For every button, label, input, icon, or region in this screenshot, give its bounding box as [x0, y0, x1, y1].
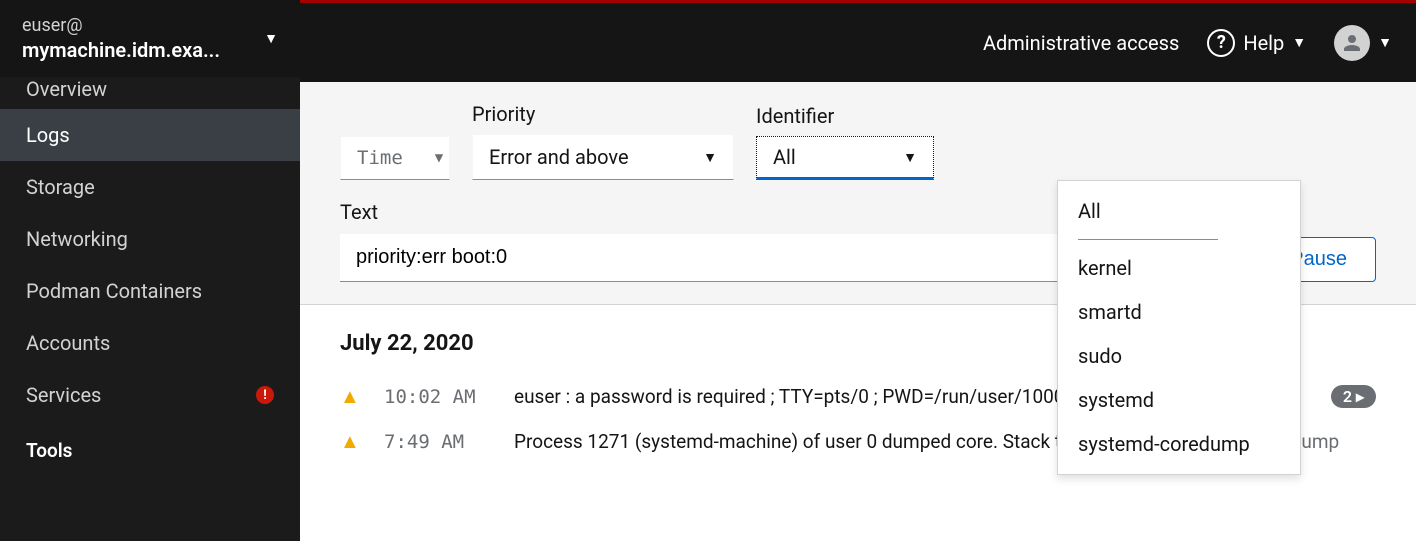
sidebar-item-overview[interactable]: Overview: [0, 77, 300, 109]
sidebar-item-label: Overview: [26, 77, 107, 101]
identifier-option-all[interactable]: All: [1058, 189, 1300, 233]
avatar-icon: [1334, 25, 1370, 61]
host-switcher[interactable]: euser@ mymachine.idm.exa... ▼: [0, 0, 300, 77]
host-text: euser@ mymachine.idm.exa...: [22, 14, 220, 63]
topbar: Administrative access ? Help ▼ ▼: [300, 0, 1416, 82]
alert-icon: !: [256, 386, 274, 404]
log-count-badge: 2 ▸: [1331, 385, 1376, 408]
chevron-down-icon: ▼: [703, 149, 717, 166]
sidebar-item-label: Networking: [26, 227, 128, 251]
nav: Overview Logs Storage Networking Podman …: [0, 77, 300, 541]
identifier-select-value: All: [773, 145, 796, 169]
sidebar-item-logs[interactable]: Logs: [0, 109, 300, 161]
log-time: 10:02 AM: [384, 386, 494, 408]
sidebar-item-label: Logs: [26, 123, 70, 147]
time-select[interactable]: Time ▼: [340, 136, 450, 180]
identifier-option[interactable]: systemd: [1058, 378, 1300, 422]
user-menu[interactable]: ▼: [1334, 25, 1392, 61]
text-filter-input[interactable]: [340, 234, 1174, 282]
sidebar-section-tools: Tools: [0, 421, 300, 470]
chevron-down-icon: ▼: [903, 149, 917, 166]
identifier-option[interactable]: sudo: [1058, 334, 1300, 378]
help-label: Help: [1243, 31, 1284, 55]
sidebar-item-services[interactable]: Services !: [0, 369, 300, 421]
sidebar-item-label: Podman Containers: [26, 279, 202, 303]
help-icon: ?: [1207, 29, 1235, 57]
priority-label: Priority: [472, 102, 734, 126]
chevron-down-icon: ▼: [264, 30, 278, 47]
host-name: mymachine.idm.exa...: [22, 37, 220, 63]
sidebar-item-label: Services: [26, 383, 101, 407]
admin-access-label: Administrative access: [983, 31, 1179, 55]
identifier-select[interactable]: All ▼: [756, 136, 934, 180]
main: Administrative access ? Help ▼ ▼ Time: [300, 0, 1416, 541]
time-select-label: Time: [357, 147, 403, 169]
log-count: 2: [1343, 387, 1352, 406]
identifier-option[interactable]: smartd: [1058, 290, 1300, 334]
chevron-down-icon: ▼: [435, 150, 443, 166]
identifier-label: Identifier: [756, 104, 934, 128]
admin-access-button[interactable]: Administrative access: [983, 31, 1179, 55]
log-time: 7:49 AM: [384, 431, 494, 453]
sidebar-item-podman-containers[interactable]: Podman Containers: [0, 265, 300, 317]
text-filter-label: Text: [340, 200, 1174, 224]
sidebar-item-storage[interactable]: Storage: [0, 161, 300, 213]
identifier-option[interactable]: kernel: [1058, 246, 1300, 290]
dropdown-separator: [1078, 239, 1218, 240]
identifier-dropdown: All kernel smartd sudo systemd systemd-c…: [1057, 180, 1301, 475]
sidebar-item-networking[interactable]: Networking: [0, 213, 300, 265]
host-user: euser@: [22, 14, 220, 37]
sidebar: euser@ mymachine.idm.exa... ▼ Overview L…: [0, 0, 300, 541]
priority-select-value: Error and above: [489, 145, 629, 169]
warning-icon: ▲: [340, 429, 364, 454]
help-menu[interactable]: ? Help ▼: [1207, 29, 1306, 57]
chevron-down-icon: ▼: [1378, 34, 1392, 51]
chevron-down-icon: ▼: [1292, 34, 1306, 51]
priority-select[interactable]: Error and above ▼: [472, 134, 734, 180]
log-filters: Time ▼ Priority Error and above ▼ Identi…: [300, 82, 1416, 305]
warning-icon: ▲: [340, 384, 364, 409]
log-message: euser : a password is required ; TTY=pts…: [514, 385, 1091, 408]
chevron-right-icon: ▸: [1356, 387, 1364, 406]
sidebar-item-label: Storage: [26, 175, 95, 199]
sidebar-item-label: Accounts: [26, 331, 110, 355]
identifier-option[interactable]: systemd-coredump: [1058, 422, 1300, 466]
sidebar-item-accounts[interactable]: Accounts: [0, 317, 300, 369]
